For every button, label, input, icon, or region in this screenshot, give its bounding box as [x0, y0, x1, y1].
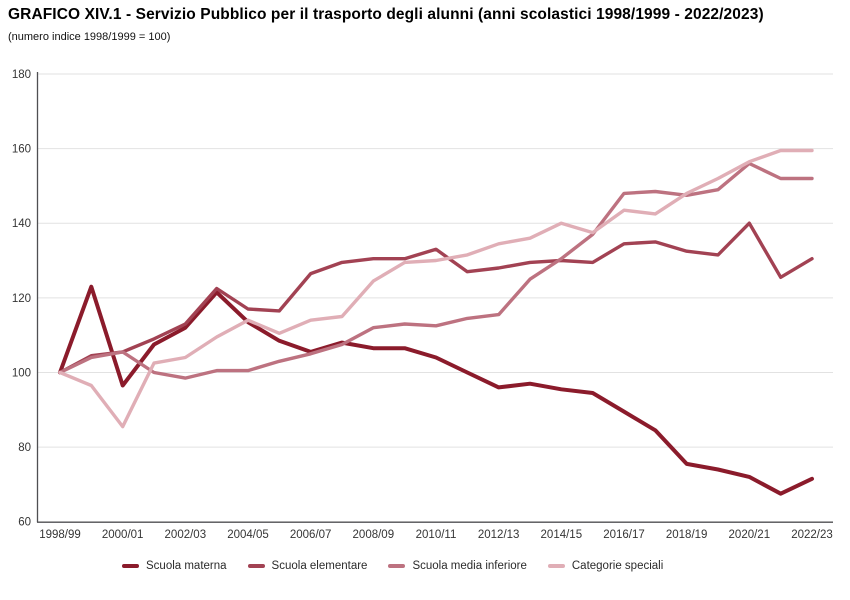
- x-tick-label-2016-17: 2016/17: [603, 529, 645, 541]
- legend-label-scuola-elementare: Scuola elementare: [271, 560, 368, 572]
- legend-item-scuola-materna: Scuola materna: [122, 560, 227, 572]
- x-tick-label-2000-01: 2000/01: [102, 529, 144, 541]
- chart-title: GRAFICO XIV.1 - Servizio Pubblico per il…: [8, 6, 764, 23]
- series-line-scuola-materna: [58, 284, 814, 496]
- y-tick-label-120: 120: [12, 293, 31, 305]
- legend-label-categorie-speciali: Categorie speciali: [571, 560, 664, 572]
- x-tick-label-2018-19: 2018/19: [666, 529, 708, 541]
- legend-swatch-scuola-elementare: [247, 564, 265, 568]
- legend-label-scuola-materna: Scuola materna: [146, 560, 227, 572]
- chart-legend: Scuola materna Scuola elementare Scuola me…: [122, 560, 663, 572]
- x-tick-label-2002-03: 2002/03: [165, 529, 207, 541]
- series-line-categorie-speciali: [58, 148, 814, 429]
- x-tick-label-2012-13: 2012/13: [478, 529, 520, 541]
- chart-header: GRAFICO XIV.1 - Servizio Pubblico per il…: [8, 6, 848, 43]
- x-tick-label-2004-05: 2004/05: [227, 529, 269, 541]
- x-tick-label-2014-15: 2014/15: [541, 529, 583, 541]
- legend-swatch-scuola-media-inferiore: [388, 564, 406, 568]
- y-tick-label-100: 100: [12, 367, 31, 379]
- x-tick-label-1998-99: 1998/99: [39, 529, 81, 541]
- legend-label-scuola-media-inferiore: Scuola media inferiore: [412, 560, 527, 572]
- y-tick-label-180: 180: [12, 69, 31, 81]
- legend-swatch-categorie-speciali: [547, 564, 565, 568]
- legend-item-categorie-speciali: Categorie speciali: [547, 560, 664, 572]
- legend-item-scuola-media-inferiore: Scuola media inferiore: [388, 560, 527, 572]
- legend-swatch-scuola-materna: [122, 564, 139, 568]
- x-tick-label-2022-23: 2022/23: [791, 529, 833, 541]
- chart-subtitle: (numero indice 1998/1999 = 100): [8, 31, 171, 43]
- x-tick-label-2010-11: 2010/11: [416, 529, 457, 541]
- y-tick-label-140: 140: [12, 218, 31, 230]
- y-tick-label-80: 80: [18, 442, 31, 454]
- y-tick-label-160: 160: [12, 144, 31, 156]
- x-tick-label-2006-07: 2006/07: [290, 529, 332, 541]
- y-tick-label-60: 60: [18, 517, 31, 529]
- x-tick-label-2008-09: 2008/09: [353, 529, 395, 541]
- x-tick-label-2020-21: 2020/21: [729, 529, 771, 541]
- series-line-scuola-elementare: [58, 221, 814, 375]
- series-line-scuola-media-inferiore: [58, 161, 814, 380]
- legend-item-scuola-elementare: Scuola elementare: [247, 560, 368, 572]
